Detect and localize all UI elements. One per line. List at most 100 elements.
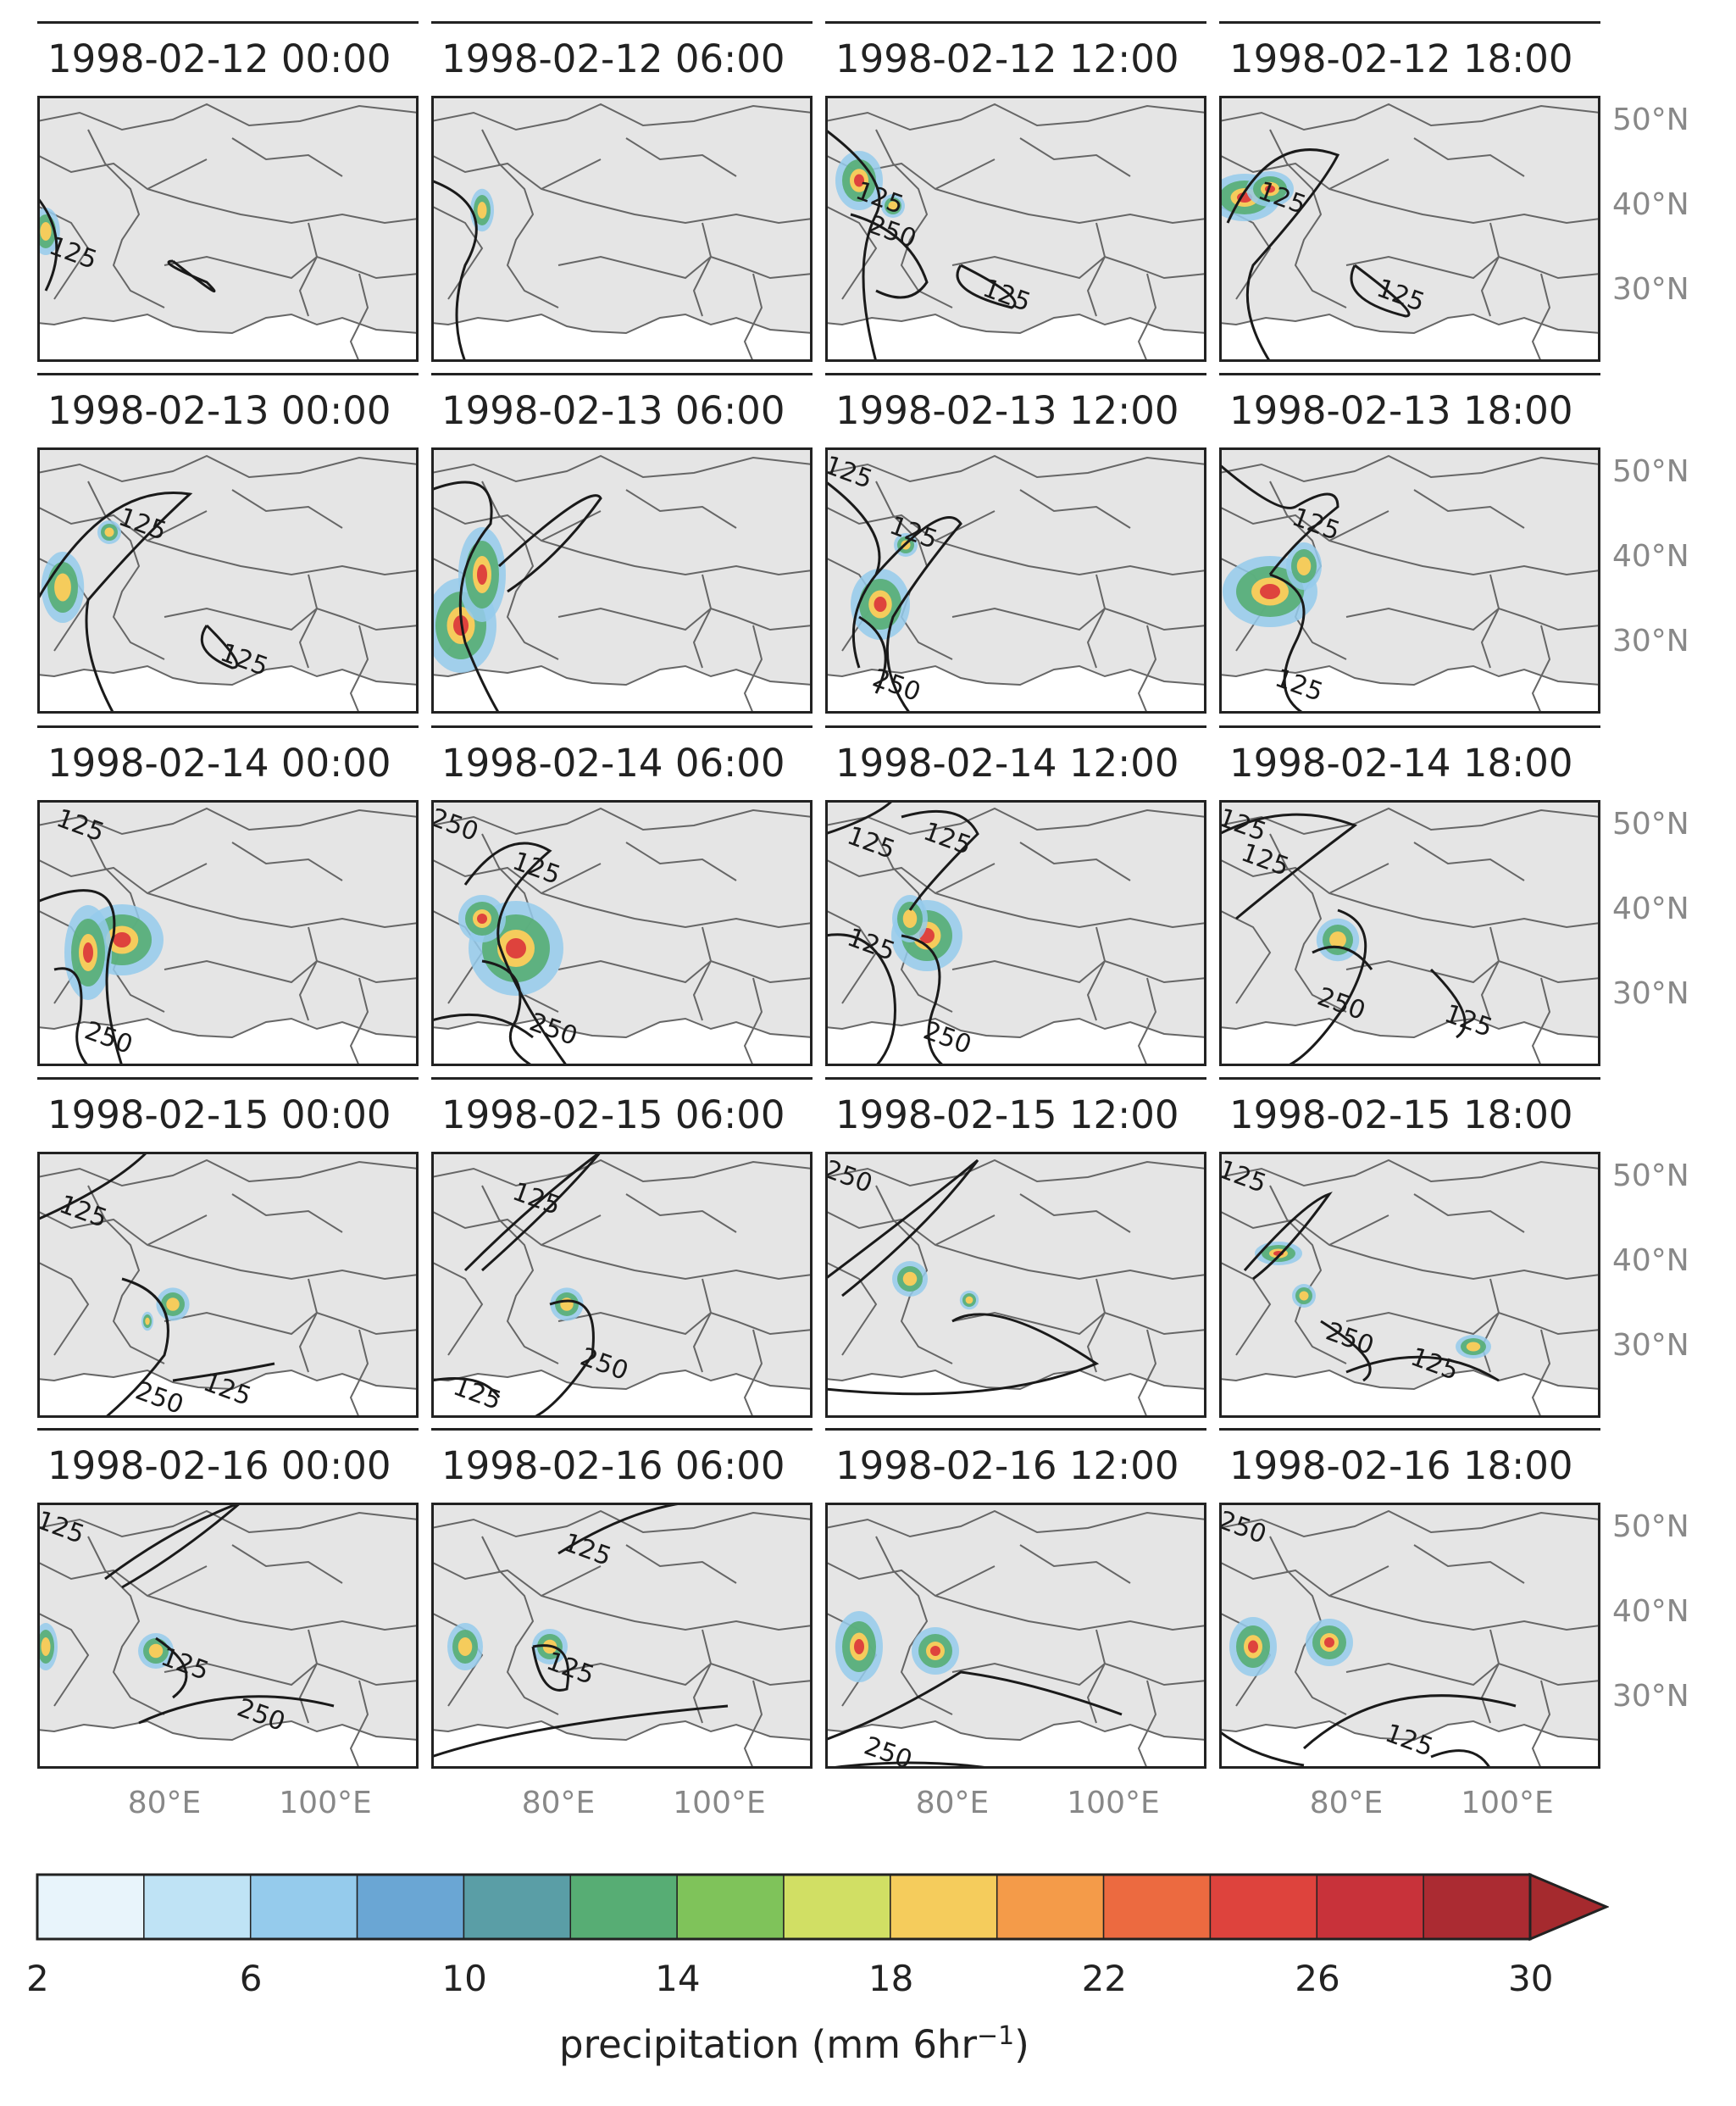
panel-title: 1998-02-13 12:00 [835, 388, 1179, 433]
country-border [298, 926, 319, 1021]
country-border [1269, 833, 1347, 1013]
coastline [1219, 1720, 1600, 1742]
longitude-label: 80°E [127, 1786, 202, 1820]
country-border [1086, 222, 1106, 317]
precipitation-cell [1292, 1284, 1316, 1308]
panel-top-rule [825, 373, 1206, 375]
country-border [431, 1561, 813, 1631]
panel-frame [1219, 447, 1600, 714]
precipitation-cell [892, 895, 928, 942]
panel-frame [431, 800, 813, 1066]
country-border [557, 255, 813, 280]
panel-top-rule [825, 1428, 1206, 1431]
coastline [1219, 664, 1600, 686]
contour-line [1430, 1749, 1492, 1769]
panel-frame [1219, 1503, 1600, 1769]
country-border [935, 158, 996, 190]
country-border [1019, 137, 1131, 177]
country-border [1019, 1544, 1131, 1584]
contour-line [532, 1299, 595, 1418]
colorbar-segment [249, 1874, 358, 1940]
panel-frame [37, 96, 419, 362]
country-border [37, 454, 419, 483]
panel-frame [37, 1503, 419, 1769]
country-border [1019, 1193, 1131, 1233]
colorbar-segment [1316, 1874, 1424, 1940]
contour-line [481, 959, 534, 1066]
country-border [147, 863, 208, 894]
panel-title: 1998-02-13 06:00 [441, 388, 785, 433]
country-border [1219, 1261, 1272, 1356]
colorbar-segment [463, 1874, 572, 1940]
colorbar-tick-label: 22 [1081, 1958, 1128, 1999]
colorbar-segment [356, 1874, 465, 1940]
country-border [87, 481, 165, 660]
country-border [825, 1261, 878, 1356]
country-border [431, 1261, 484, 1356]
country-border [431, 103, 813, 131]
land-area [37, 447, 419, 685]
panel-top-rule [431, 725, 813, 728]
longitude-label: 100°E [279, 1786, 372, 1820]
land-area [37, 96, 419, 333]
contour-line [1269, 573, 1306, 714]
panel-top-rule [825, 725, 1206, 728]
latitude-label: 50°N [1612, 1159, 1689, 1193]
panel-frame [37, 800, 419, 1066]
precipitation-cell [447, 1623, 483, 1670]
panel-top-rule [1219, 1428, 1600, 1431]
contour-line [825, 1670, 1123, 1742]
country-border [164, 1311, 419, 1336]
coastline [1219, 1017, 1600, 1039]
coastline [825, 1017, 1206, 1039]
longitude-label: 100°E [1067, 1786, 1160, 1820]
country-border [875, 1536, 953, 1715]
contour-line [37, 1152, 149, 1221]
latitude-label: 30°N [1612, 624, 1689, 658]
country-border [481, 1536, 559, 1715]
panel-title: 1998-02-16 06:00 [441, 1443, 785, 1488]
contour-line [825, 800, 895, 836]
country-border [541, 158, 602, 190]
country-border [1345, 255, 1600, 280]
colorbar-tick-label: 26 [1295, 1958, 1340, 1999]
colorbar-tick-label: 14 [655, 1958, 701, 1999]
contour-line [874, 516, 962, 714]
colorbar-segment [1423, 1874, 1531, 1940]
land-area [37, 1152, 419, 1389]
precipitation-cell [881, 194, 905, 218]
country-border [37, 205, 90, 300]
country-border [298, 1629, 319, 1724]
coastline [431, 1369, 813, 1391]
panel-top-rule [825, 1077, 1206, 1080]
country-border [1219, 1561, 1600, 1631]
colorbar-extend-arrow [1528, 1872, 1609, 1942]
precipitation-cell [1456, 1335, 1491, 1359]
colorbar-tick-label: 18 [868, 1958, 914, 1999]
country-border [935, 863, 996, 894]
country-border [557, 1662, 813, 1686]
latitude-label: 40°N [1612, 187, 1689, 222]
land-area [37, 1503, 419, 1740]
country-border [1328, 1565, 1389, 1597]
contour-line [1286, 909, 1367, 1066]
contour-line [431, 481, 501, 714]
panel-top-rule [1219, 373, 1600, 375]
country-border [1219, 1509, 1600, 1538]
coastline [37, 1017, 419, 1039]
country-border [1345, 1662, 1600, 1686]
land-area [431, 1152, 813, 1389]
map-panel: 250 [825, 1503, 1206, 1769]
country-border [431, 1612, 484, 1707]
colorbar-segment [143, 1874, 252, 1940]
panel-top-rule [1219, 21, 1600, 24]
contour-line [901, 934, 945, 1066]
panel-frame [1219, 800, 1600, 1066]
panel-frame [431, 1152, 813, 1418]
latitude-label: 30°N [1612, 1328, 1689, 1363]
country-border [935, 1214, 996, 1246]
panel-top-rule [1219, 725, 1600, 728]
